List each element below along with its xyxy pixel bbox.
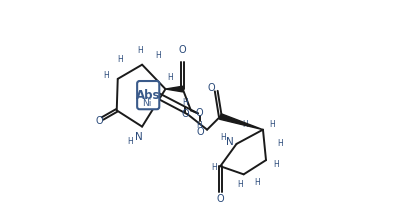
Text: O: O (196, 108, 204, 118)
Text: O: O (207, 83, 215, 93)
Text: O: O (178, 46, 186, 55)
Text: H: H (117, 55, 123, 64)
Text: H: H (127, 137, 133, 146)
Text: N: N (134, 132, 142, 142)
Text: O: O (95, 116, 103, 125)
Text: Abs: Abs (136, 89, 160, 102)
Text: O: O (196, 127, 204, 137)
Text: H: H (196, 121, 202, 130)
Text: H: H (277, 139, 283, 148)
Text: H: H (104, 71, 110, 80)
Text: N: N (226, 137, 234, 147)
Text: H: H (182, 98, 188, 107)
Text: H: H (211, 163, 217, 172)
Polygon shape (220, 114, 263, 130)
Text: H: H (269, 120, 275, 129)
Text: H: H (220, 133, 226, 142)
FancyBboxPatch shape (137, 81, 159, 109)
Text: H: H (156, 51, 161, 60)
Text: H: H (242, 120, 248, 129)
Text: H: H (137, 46, 143, 55)
Text: O: O (216, 194, 224, 204)
Text: H: H (168, 73, 174, 82)
Text: O: O (182, 109, 189, 119)
Text: H: H (238, 180, 244, 189)
Text: Ni: Ni (142, 99, 151, 108)
Text: H: H (254, 178, 260, 187)
Polygon shape (166, 86, 183, 92)
Text: H: H (273, 160, 279, 169)
